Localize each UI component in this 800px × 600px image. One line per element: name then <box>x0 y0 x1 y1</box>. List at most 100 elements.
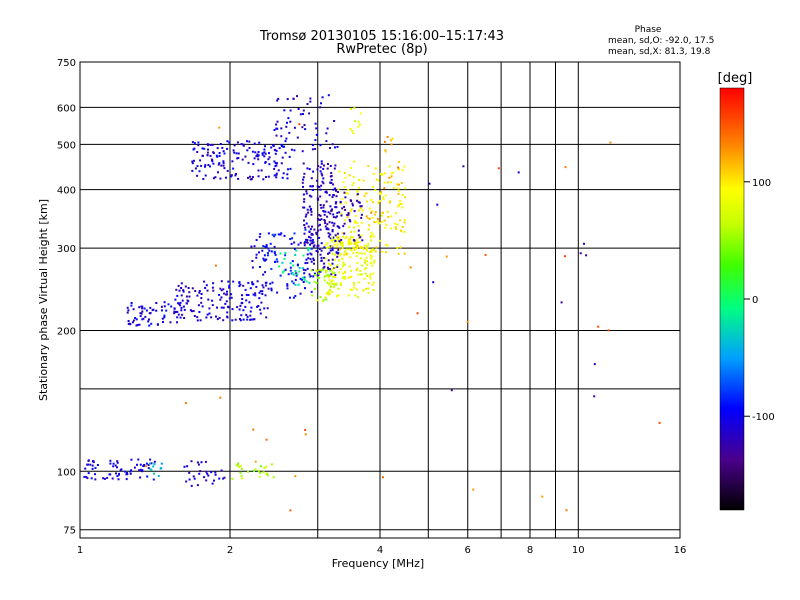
data-point <box>273 160 276 163</box>
data-point <box>302 178 305 181</box>
data-point <box>292 282 295 285</box>
data-point <box>351 202 354 205</box>
data-point <box>167 303 170 306</box>
data-point <box>347 192 349 195</box>
data-point <box>331 258 334 261</box>
data-point <box>299 277 302 280</box>
data-point <box>137 458 140 461</box>
data-point <box>248 140 251 143</box>
data-point <box>341 207 344 210</box>
data-point <box>226 316 229 319</box>
data-point <box>218 154 221 157</box>
data-point <box>350 269 353 272</box>
data-point <box>328 251 331 254</box>
data-point <box>176 316 179 319</box>
data-point <box>267 175 270 178</box>
data-point <box>273 250 276 253</box>
data-point <box>304 240 307 243</box>
data-point <box>206 472 209 475</box>
data-point <box>319 195 322 198</box>
data-point <box>209 154 212 157</box>
data-point <box>386 244 389 247</box>
data-point <box>353 284 356 286</box>
data-point <box>369 273 372 276</box>
data-point <box>286 283 289 286</box>
data-point <box>177 284 180 287</box>
data-point <box>298 270 301 273</box>
data-point <box>334 240 337 242</box>
y-tick-label: 500 <box>57 140 76 151</box>
data-point <box>160 305 163 308</box>
data-point <box>300 278 303 281</box>
chart-subtitle: RwPretec (8p) <box>336 42 427 57</box>
data-point <box>311 233 314 236</box>
data-point <box>315 233 318 236</box>
data-point <box>337 248 340 251</box>
data-point <box>286 284 289 287</box>
data-point <box>371 216 374 219</box>
data-point <box>381 250 384 253</box>
data-point <box>271 233 274 236</box>
data-point <box>112 465 115 468</box>
data-point <box>342 272 344 275</box>
data-point <box>196 174 199 177</box>
data-point <box>340 282 343 285</box>
data-point <box>338 254 341 257</box>
data-point <box>262 471 265 474</box>
data-point <box>237 462 239 465</box>
data-point <box>348 218 351 221</box>
data-point <box>280 145 283 147</box>
data-point <box>312 257 315 260</box>
data-point <box>397 205 399 208</box>
data-point <box>226 290 228 293</box>
data-point <box>331 271 334 274</box>
data-point <box>397 183 400 186</box>
data-point <box>246 318 249 321</box>
data-point <box>270 287 273 290</box>
data-point <box>302 162 305 165</box>
data-point <box>355 245 358 248</box>
data-point <box>397 166 400 169</box>
data-point <box>311 239 314 242</box>
data-point <box>259 290 262 293</box>
x-tick-label: 1 <box>77 545 83 556</box>
data-point <box>264 271 267 274</box>
data-point <box>258 291 261 294</box>
data-point <box>304 287 306 290</box>
data-point <box>319 296 322 298</box>
data-point <box>179 304 182 307</box>
data-point <box>253 245 256 248</box>
x-axis-label: Frequency [MHz] <box>332 557 424 570</box>
data-point <box>361 209 364 212</box>
data-point <box>224 302 227 305</box>
data-point <box>358 252 361 255</box>
data-point <box>182 289 185 292</box>
data-point <box>369 277 372 280</box>
data-point <box>370 239 372 242</box>
data-point <box>319 218 321 221</box>
data-point <box>335 201 338 204</box>
data-point <box>197 304 200 307</box>
data-point <box>274 233 277 236</box>
data-point <box>327 94 330 97</box>
data-point <box>347 212 350 215</box>
data-point <box>371 264 374 267</box>
data-point <box>222 477 225 480</box>
data-point <box>231 477 234 480</box>
data-point <box>309 275 312 278</box>
data-point <box>316 244 319 247</box>
data-point <box>239 318 241 320</box>
data-point <box>289 269 292 272</box>
data-point <box>358 241 361 243</box>
data-point <box>359 207 362 210</box>
data-point <box>111 477 114 480</box>
data-point <box>222 150 225 153</box>
data-point <box>219 143 222 145</box>
data-point <box>175 288 178 291</box>
data-point <box>317 218 320 221</box>
data-point <box>326 266 329 269</box>
data-point <box>583 242 585 245</box>
data-point <box>349 236 352 239</box>
data-point <box>367 165 370 168</box>
